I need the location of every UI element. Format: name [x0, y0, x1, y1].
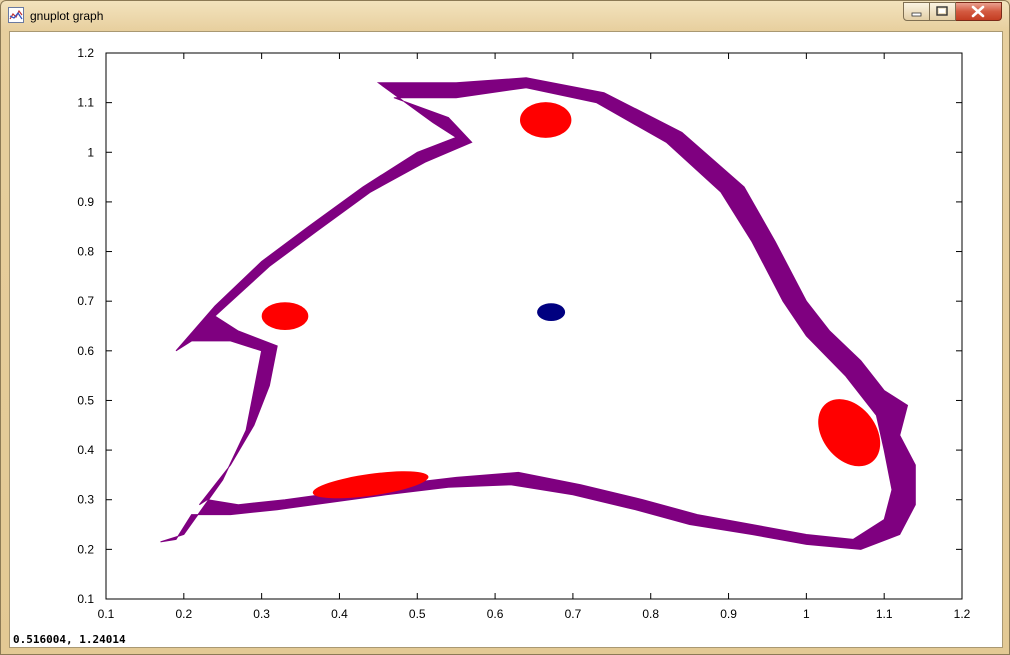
y-tick-label: 1.1 — [77, 96, 94, 110]
window-title: gnuplot graph — [30, 9, 104, 23]
x-tick-label: 1 — [803, 607, 810, 621]
y-tick-label: 1 — [87, 145, 94, 159]
x-tick-label: 0.6 — [487, 607, 504, 621]
status-coordinates: 0.516004, 1.24014 — [13, 633, 126, 646]
x-tick-label: 0.4 — [331, 607, 348, 621]
close-icon — [971, 5, 985, 18]
y-tick-label: 0.5 — [77, 393, 94, 407]
x-tick-label: 1.1 — [876, 607, 893, 621]
x-tick-label: 0.5 — [409, 607, 426, 621]
y-tick-label: 0.3 — [77, 493, 94, 507]
y-tick-label: 0.1 — [77, 592, 94, 606]
close-button[interactable] — [956, 2, 1002, 21]
minimize-button[interactable] — [903, 2, 930, 21]
title-bar[interactable]: gnuplot graph — [1, 1, 1009, 31]
center-point — [537, 303, 566, 321]
maximize-icon — [936, 6, 948, 16]
island-right-point — [818, 399, 881, 467]
x-tick-label: 0.2 — [175, 607, 192, 621]
y-tick-label: 1.2 — [77, 46, 94, 60]
x-tick-label: 0.3 — [253, 607, 270, 621]
chart-svg: 0.1 0.2 0.3 0.4 0.5 0.6 0.7 0.8 0.9 1 1.1 1.2 0.1 0.2… — [77, 46, 971, 621]
y-tick-label: 0.2 — [77, 542, 94, 556]
x-tick-label: 1.2 — [954, 607, 971, 621]
y-tick-label: 0.7 — [77, 294, 94, 308]
y-tick-label: 0.9 — [77, 195, 94, 209]
island-top-point — [520, 102, 572, 138]
plot-area[interactable]: 0.1 0.2 0.3 0.4 0.5 0.6 0.7 0.8 0.9 1 1.1 1.2 0.1 0.2… — [9, 31, 1003, 648]
x-tick-label: 0.8 — [642, 607, 659, 621]
gnuplot-graph-icon — [8, 7, 24, 23]
maximize-button[interactable] — [930, 2, 956, 21]
island-left-point — [261, 302, 309, 330]
attractor-band — [160, 77, 916, 550]
y-tick-label: 0.6 — [77, 344, 94, 358]
minimize-icon — [911, 12, 922, 17]
x-tick-label: 0.1 — [98, 607, 115, 621]
y-tick-label: 0.4 — [77, 443, 94, 457]
x-tick-label: 0.9 — [720, 607, 737, 621]
plot-frame — [105, 52, 963, 600]
y-tick-label: 0.8 — [77, 245, 94, 259]
island-bottom-point — [312, 471, 429, 499]
x-tick-label: 0.7 — [565, 607, 582, 621]
